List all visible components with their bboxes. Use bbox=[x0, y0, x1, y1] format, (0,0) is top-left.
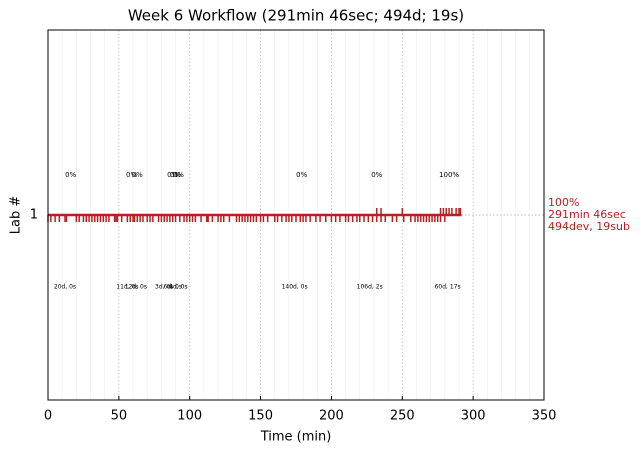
percent-label: 0% bbox=[173, 171, 184, 179]
percent-label: 100% bbox=[439, 171, 459, 179]
segment-summary: 4d, 0s bbox=[169, 284, 187, 291]
segment-summary: 140d, 0s bbox=[282, 284, 308, 291]
x-tick-label: 0 bbox=[44, 409, 52, 424]
x-tick-label: 150 bbox=[248, 409, 273, 424]
x-tick-label: 300 bbox=[461, 409, 486, 424]
percent-label: 0% bbox=[132, 171, 143, 179]
segment-summary: 106d, 2s bbox=[357, 284, 383, 291]
percent-label: 0% bbox=[170, 171, 181, 179]
segment-summary: 12d, 0s bbox=[125, 284, 147, 291]
segment-summary: 11d, 0s bbox=[116, 284, 138, 291]
x-tick-label: 350 bbox=[532, 409, 557, 424]
chart-title: Week 6 Workflow (291min 46sec; 494d; 19s… bbox=[128, 7, 464, 25]
segment-summary: 60d, 17s bbox=[435, 284, 461, 291]
percent-label: 0% bbox=[167, 171, 178, 179]
x-tick-label: 50 bbox=[111, 409, 128, 424]
segment-summary: 20d, 0s bbox=[54, 284, 76, 291]
lab-summary: 291min 46sec bbox=[548, 208, 626, 221]
x-tick-label: 200 bbox=[319, 409, 344, 424]
segment-summary: 3d, 0s bbox=[155, 284, 173, 291]
percent-label: 0% bbox=[65, 171, 76, 179]
lab-summary: 100% bbox=[548, 196, 579, 209]
percent-label: 0% bbox=[371, 171, 382, 179]
lab-summary: 494dev, 19sub bbox=[548, 220, 630, 233]
x-axis-label: Time (min) bbox=[260, 430, 332, 445]
y-axis-label: Lab # bbox=[9, 196, 24, 235]
segment-summary: 6d, 0s bbox=[164, 284, 182, 291]
plot-frame bbox=[47, 29, 545, 401]
x-tick-label: 250 bbox=[390, 409, 415, 424]
x-tick-label: 100 bbox=[177, 409, 202, 424]
percent-label: 0% bbox=[296, 171, 307, 179]
y-tick-label: 1 bbox=[30, 208, 38, 223]
percent-label: 0% bbox=[126, 171, 137, 179]
